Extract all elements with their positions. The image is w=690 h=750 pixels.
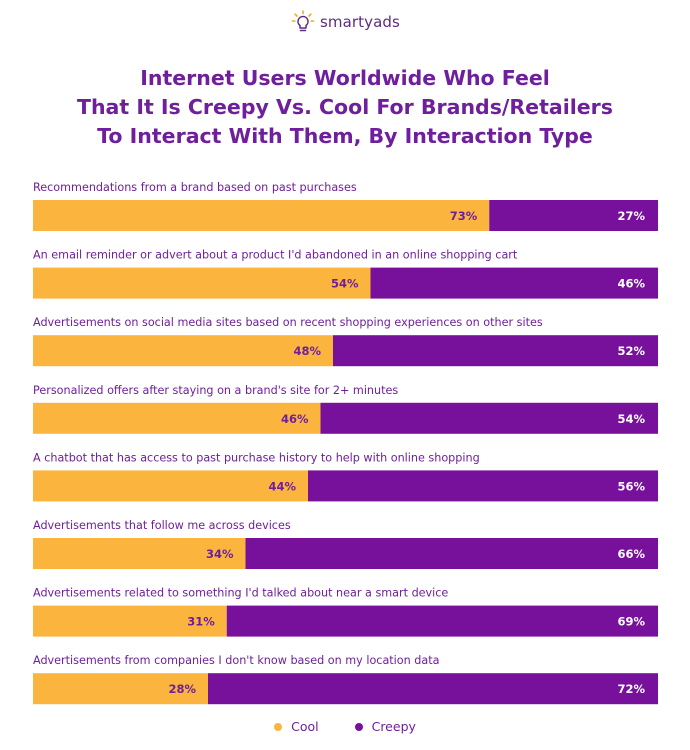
chart-title-line-1: Internet Users Worldwide Who Feel — [140, 66, 550, 90]
data-label-creepy: 56% — [617, 479, 645, 493]
bar-cool — [33, 402, 321, 434]
bar-creepy — [208, 673, 658, 705]
data-label-cool: 31% — [187, 615, 215, 629]
category-label: Advertisements on social media sites bas… — [33, 316, 543, 329]
bar-creepy — [333, 335, 658, 367]
chart-title: Internet Users Worldwide Who Feel That I… — [0, 64, 690, 151]
bar-cool — [33, 538, 246, 569]
data-label-cool: 46% — [281, 412, 309, 426]
data-label-creepy: 54% — [617, 412, 645, 426]
bar-creepy — [489, 200, 658, 231]
brand-name: smartyads — [320, 13, 400, 31]
bar-cool — [33, 673, 208, 705]
legend-swatch-creepy — [354, 722, 363, 731]
category-label: Advertisements related to something I'd … — [33, 587, 448, 600]
chart-title-line-2: That It Is Creepy Vs. Cool For Brands/Re… — [76, 95, 613, 119]
data-label-creepy: 66% — [617, 547, 645, 561]
bar-cool — [33, 470, 308, 502]
legend-item-cool: Cool — [274, 719, 319, 734]
data-label-cool: 54% — [331, 277, 359, 291]
bar-cool — [33, 605, 227, 637]
category-label: Recommendations from a brand based on pa… — [33, 181, 357, 194]
category-label: A chatbot that has access to past purcha… — [33, 451, 480, 464]
bar-cool — [33, 267, 371, 299]
data-label-cool: 28% — [168, 682, 196, 696]
lightbulb-icon — [291, 10, 315, 32]
bar-creepy — [245, 538, 658, 569]
brand-logo: smartyads — [0, 9, 690, 35]
data-label-creepy: 72% — [617, 682, 645, 696]
bar-creepy — [226, 605, 658, 637]
category-label: Personalized offers after staying on a b… — [33, 384, 398, 397]
data-label-cool: 73% — [450, 209, 478, 223]
stacked-bar-chart: Recommendations from a brand based on pa… — [33, 181, 658, 705]
data-label-cool: 34% — [206, 547, 234, 561]
chart-legend: Cool Creepy — [0, 719, 690, 734]
bar-creepy — [320, 402, 658, 434]
bar-creepy — [370, 267, 658, 299]
category-label: An email reminder or advert about a prod… — [33, 249, 518, 262]
legend-label-creepy: Creepy — [371, 719, 416, 734]
legend-swatch-cool — [274, 722, 283, 731]
bar-cool — [33, 335, 333, 367]
data-label-cool: 44% — [268, 479, 296, 493]
data-label-cool: 48% — [293, 344, 321, 358]
legend-label-cool: Cool — [291, 719, 319, 734]
category-label: Advertisements that follow me across dev… — [33, 519, 291, 532]
data-label-creepy: 52% — [617, 344, 645, 358]
data-label-creepy: 46% — [617, 277, 645, 291]
bar-creepy — [308, 470, 658, 502]
chart-title-line-3: To Interact With Them, By Interaction Ty… — [97, 124, 593, 148]
bar-cool — [33, 200, 490, 231]
data-label-creepy: 69% — [617, 615, 645, 629]
legend-item-creepy: Creepy — [354, 719, 416, 734]
data-label-creepy: 27% — [617, 209, 645, 223]
category-label: Advertisements from companies I don't kn… — [33, 654, 440, 667]
